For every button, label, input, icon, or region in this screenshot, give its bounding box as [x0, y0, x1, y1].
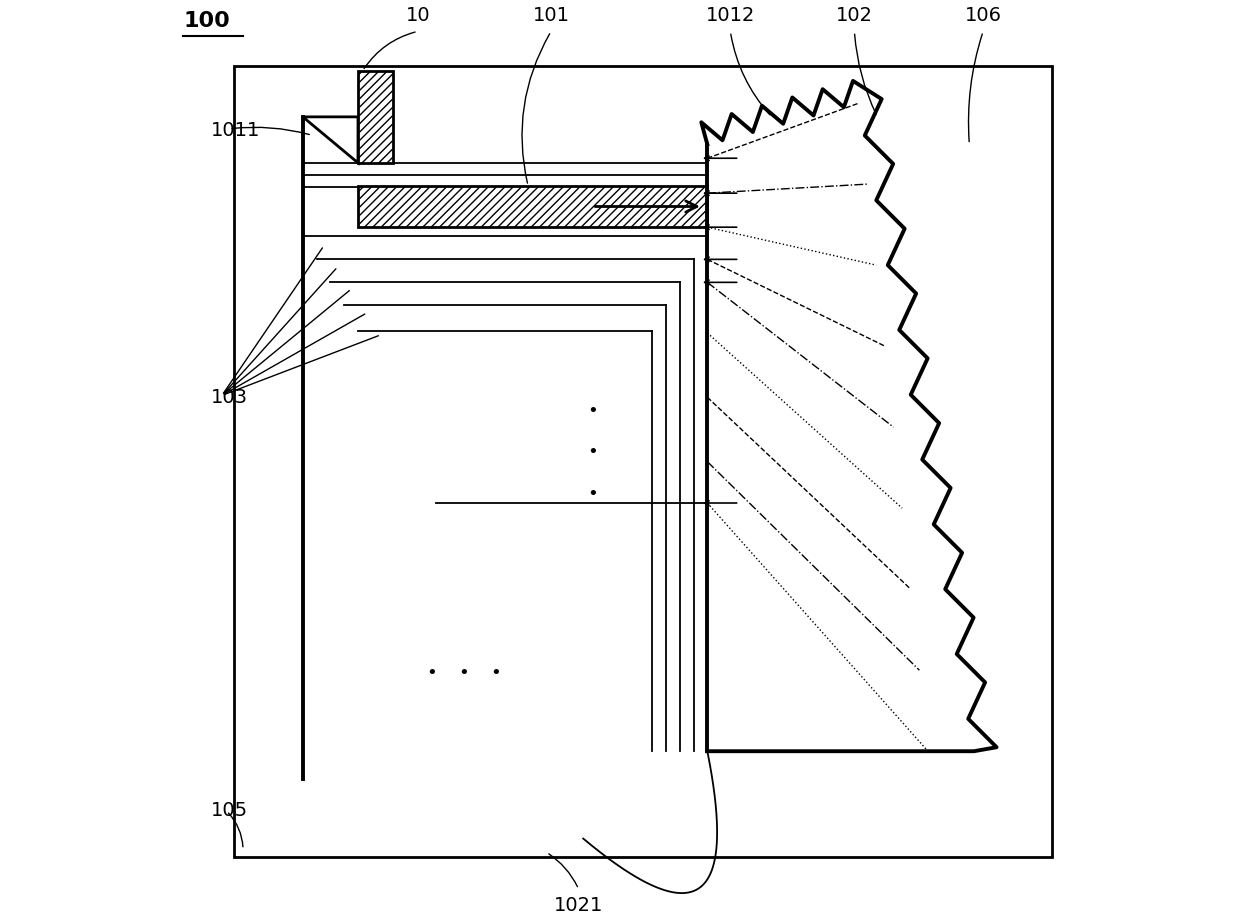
Text: 1012: 1012: [706, 6, 755, 25]
Text: 100: 100: [184, 11, 231, 31]
Polygon shape: [303, 117, 358, 163]
Text: •: •: [459, 664, 469, 682]
Text: 1011: 1011: [211, 121, 260, 140]
Text: 10: 10: [405, 6, 430, 25]
Text: •: •: [427, 664, 436, 682]
Text: 101: 101: [532, 6, 569, 25]
Text: •: •: [587, 485, 598, 502]
Text: •: •: [587, 402, 598, 420]
Text: 105: 105: [211, 801, 248, 821]
Bar: [234, 66, 1052, 857]
Text: 103: 103: [211, 388, 248, 407]
Bar: [358, 71, 393, 163]
Text: 106: 106: [965, 6, 1002, 25]
Text: •: •: [491, 664, 501, 682]
Text: 102: 102: [836, 6, 873, 25]
Polygon shape: [702, 81, 997, 751]
Text: •: •: [587, 443, 598, 461]
Bar: [358, 186, 707, 227]
Text: 1021: 1021: [554, 895, 604, 915]
